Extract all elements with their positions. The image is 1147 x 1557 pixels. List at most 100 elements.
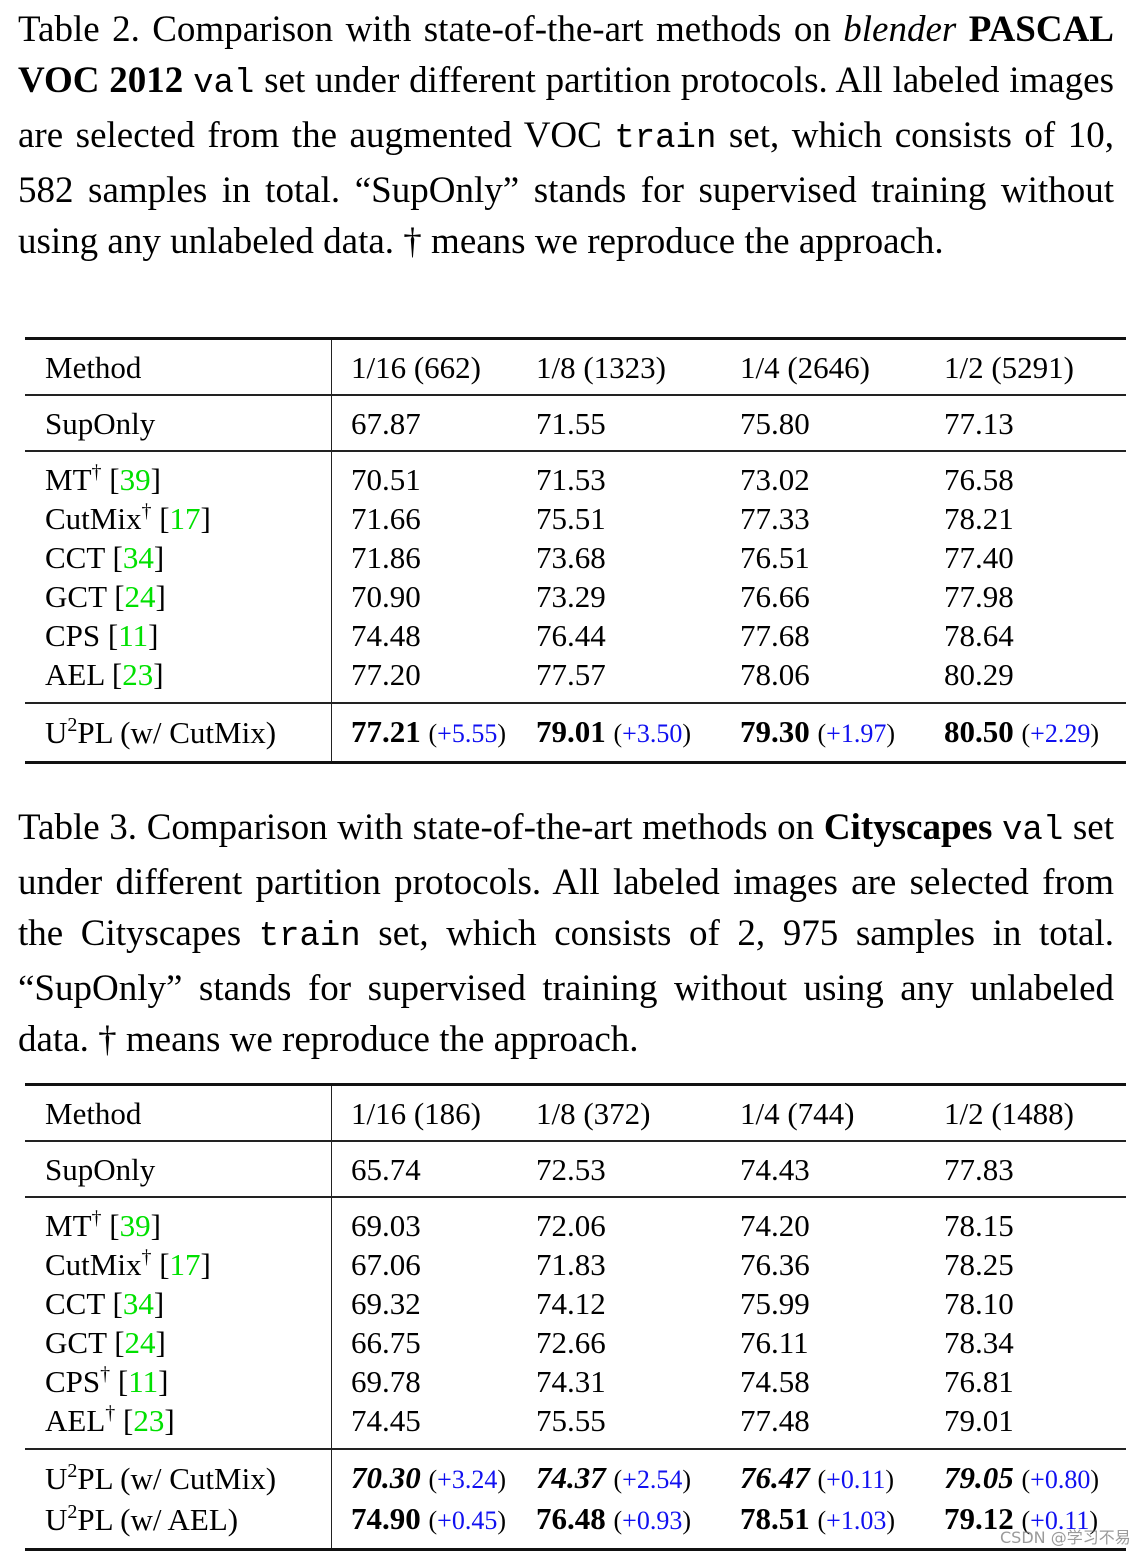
citation-link[interactable]: 17 (169, 501, 201, 536)
method-name: CCT [34] (25, 1284, 332, 1323)
score-cell: 77.33 (740, 501, 810, 536)
citation-link[interactable]: 23 (133, 1403, 165, 1438)
gain-value: +1.97 (826, 719, 887, 748)
method-label: PL (w/ CutMix) (77, 715, 277, 750)
score-cell: 70.51 (331, 450, 536, 499)
split-train: train (258, 918, 361, 956)
citation-link[interactable]: 39 (119, 1208, 151, 1243)
citation-link[interactable]: 17 (169, 1247, 201, 1282)
score-cell: 80.29 (944, 657, 1014, 692)
score-cell: 69.03 (331, 1196, 536, 1245)
header-method: Method (25, 337, 332, 395)
paren: ( (1021, 1506, 1031, 1535)
method-name: U2PL (w/ CutMix) (25, 702, 332, 764)
score-cell: 77.21 (+5.55) (331, 702, 536, 764)
score-cell: 71.86 (351, 540, 421, 575)
score-cell: 73.02 (740, 450, 944, 499)
method-label: CutMix (45, 501, 142, 536)
table-row: AEL [23] 77.20 77.57 78.06 80.29 (25, 655, 1126, 703)
method-label: GCT (45, 1325, 107, 1360)
method-label: U (45, 1461, 68, 1496)
score-cell: 76.36 (740, 1247, 810, 1282)
header-partition: 1/8 (372) (536, 1083, 740, 1141)
score-cell: 67.87 (331, 394, 536, 451)
paren: ) (885, 1465, 895, 1494)
citation-link[interactable]: 11 (118, 618, 149, 653)
score-cell: 72.53 (536, 1140, 740, 1197)
gain-value: +3.24 (437, 1465, 498, 1494)
table3-caption: Table 3. Comparison with state-of-the-ar… (18, 802, 1114, 1065)
citation-link[interactable]: 34 (122, 1286, 154, 1321)
best-score: 79.05 (944, 1460, 1014, 1495)
paren: ( (613, 719, 623, 748)
method-name: CPS† [11] (25, 1362, 332, 1401)
score-cell: 76.44 (536, 618, 606, 653)
gain-value: +1.03 (826, 1506, 887, 1535)
score-cell: 76.48 (+0.93) (536, 1499, 740, 1551)
gain-value: +0.80 (1030, 1465, 1091, 1494)
table-row: MT† [39] 70.51 71.53 73.02 76.58 (25, 450, 1126, 499)
header-partition: 1/4 (744) (740, 1083, 944, 1141)
best-score: 76.47 (740, 1460, 810, 1495)
score-cell: 79.12 (+0.11) (944, 1499, 1126, 1551)
citation-link[interactable]: 34 (122, 540, 154, 575)
method-name: U2PL (w/ CutMix) (25, 1448, 332, 1499)
score-cell: 78.15 (944, 1196, 1126, 1245)
gain-value: +0.93 (622, 1506, 683, 1535)
table-row: CPS [11] 74.48 76.44 77.68 78.64 (25, 616, 1126, 655)
paren: ( (428, 719, 438, 748)
score-cell: 78.10 (944, 1286, 1014, 1321)
caption-text: Comparison with state-of-the-art methods… (139, 9, 844, 50)
caption-text: set, which consists of 2, 975 samples in… (18, 913, 1114, 1060)
score-cell: 78.06 (740, 657, 810, 692)
citation-link[interactable]: 11 (128, 1364, 159, 1399)
score-cell: 74.20 (740, 1196, 944, 1245)
best-score: 77.21 (351, 714, 421, 749)
caption-text: set, which consists of 10, 582 samples i… (18, 115, 1114, 262)
score-cell: 74.58 (740, 1364, 810, 1399)
superscript: 2 (67, 1501, 78, 1523)
ours-row: U2PL (w/ CutMix) 70.30 (+3.24) 74.37 (+2.5… (25, 1448, 1126, 1499)
header-partition: 1/2 (5291) (944, 337, 1126, 395)
score-cell: 76.11 (740, 1325, 809, 1360)
score-cell: 77.48 (740, 1403, 810, 1438)
header-method: Method (25, 1083, 332, 1141)
score-cell: 71.55 (536, 394, 740, 451)
ours-row: U2PL (w/ AEL) 74.90 (+0.45) 76.48 (+0.93) 7… (25, 1499, 1126, 1551)
method-label: U (45, 715, 68, 750)
table-row: CCT [34] 69.32 74.12 75.99 78.10 (25, 1284, 1126, 1323)
score-cell: 75.55 (536, 1403, 606, 1438)
table-row: CutMix† [17] 67.06 71.83 76.36 78.25 (25, 1245, 1126, 1284)
citation-link[interactable]: 39 (119, 462, 151, 497)
caption-italic: blender (843, 9, 957, 50)
citation-link[interactable]: 24 (124, 579, 156, 614)
citation-link[interactable]: 23 (122, 657, 154, 692)
score-cell: 70.30 (+3.24) (331, 1448, 536, 1499)
score-cell: 77.57 (536, 657, 606, 692)
score-cell: 79.01 (+3.50) (536, 702, 740, 764)
method-label: CCT (45, 1286, 105, 1321)
score-cell: 66.75 (351, 1325, 421, 1360)
paren: ) (497, 1506, 507, 1535)
score-cell: 78.64 (944, 618, 1014, 653)
method-label: CutMix (45, 1247, 142, 1282)
header-partition: 1/16 (662) (331, 337, 536, 395)
score-cell: 69.32 (351, 1286, 421, 1321)
method-label: PL (w/ CutMix) (77, 1461, 277, 1496)
header-partition: 1/4 (2646) (740, 337, 944, 395)
paren: ( (817, 719, 827, 748)
method-label: PL (w/ AEL) (77, 1502, 239, 1537)
score-cell: 77.20 (351, 657, 421, 692)
paren: ( (1021, 719, 1031, 748)
best-score: 76.48 (536, 1501, 606, 1536)
paren: ) (682, 719, 692, 748)
ours-row: U2PL (w/ CutMix) 77.21 (+5.55) 79.01 (+3.5… (25, 702, 1126, 764)
paren: ( (613, 1506, 623, 1535)
table-row: GCT [24] 70.90 73.29 76.66 77.98 (25, 577, 1126, 616)
method-label: MT (45, 462, 92, 497)
caption-text: set under different partition protocols.… (18, 60, 1115, 156)
method-name: GCT [24] (25, 577, 332, 616)
score-cell: 75.51 (536, 501, 606, 536)
dagger-mark: † (91, 1207, 102, 1229)
citation-link[interactable]: 24 (124, 1325, 156, 1360)
